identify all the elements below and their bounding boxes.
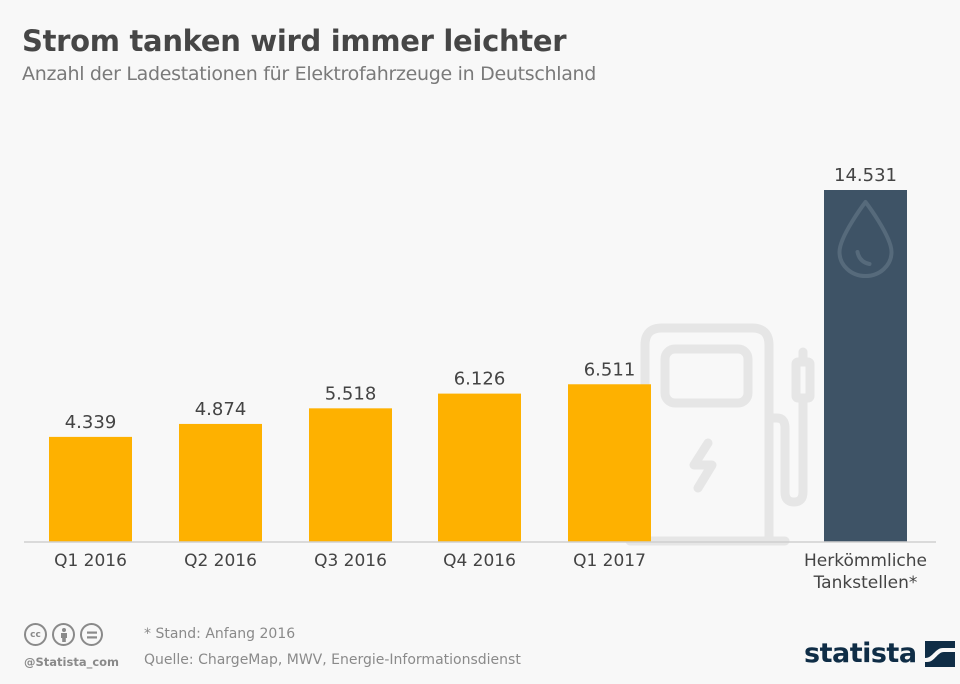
category-label: Q4 2016 bbox=[443, 551, 516, 571]
value-label: 6.511 bbox=[584, 359, 636, 380]
chart-title: Strom tanken wird immer leichter bbox=[22, 24, 567, 58]
statista-logo-icon bbox=[924, 640, 955, 667]
footnote: * Stand: Anfang 2016 bbox=[144, 626, 296, 642]
category-label: Q3 2016 bbox=[314, 551, 387, 571]
category-label: Q2 2016 bbox=[184, 551, 257, 571]
bar-4 bbox=[438, 393, 521, 542]
value-label: 5.518 bbox=[325, 383, 377, 404]
value-label: 4.339 bbox=[65, 412, 117, 433]
category-label: Q1 2016 bbox=[54, 551, 127, 571]
bar-5 bbox=[568, 384, 651, 542]
value-label: 4.874 bbox=[195, 399, 247, 420]
bar-3 bbox=[309, 408, 392, 542]
statista-handle[interactable]: @Statista_com bbox=[24, 655, 120, 669]
license-icons: cc bbox=[24, 623, 103, 646]
creative-commons-icon: cc bbox=[24, 623, 47, 646]
category-label: Q1 2017 bbox=[573, 551, 646, 571]
category-label: Tankstellen* bbox=[813, 573, 918, 593]
statista-logo-text: statista bbox=[804, 638, 917, 669]
chart-subtitle: Anzahl der Ladestationen für Elektrofahr… bbox=[22, 63, 597, 85]
value-label: 14.531 bbox=[834, 165, 897, 186]
fuel-drop-icon bbox=[837, 200, 894, 278]
source-note: Quelle: ChargeMap, MWV, Energie-Informat… bbox=[144, 652, 521, 668]
attribution-icon bbox=[52, 623, 75, 646]
statista-logo[interactable]: statista bbox=[804, 638, 955, 669]
bar-2 bbox=[179, 423, 262, 542]
bar-6 bbox=[824, 190, 907, 542]
charging-station-icon bbox=[625, 323, 815, 546]
value-label: 6.126 bbox=[454, 369, 506, 390]
category-label: Herkömmliche bbox=[804, 551, 927, 571]
bar-1 bbox=[49, 436, 132, 542]
no-derivatives-icon bbox=[80, 623, 103, 646]
